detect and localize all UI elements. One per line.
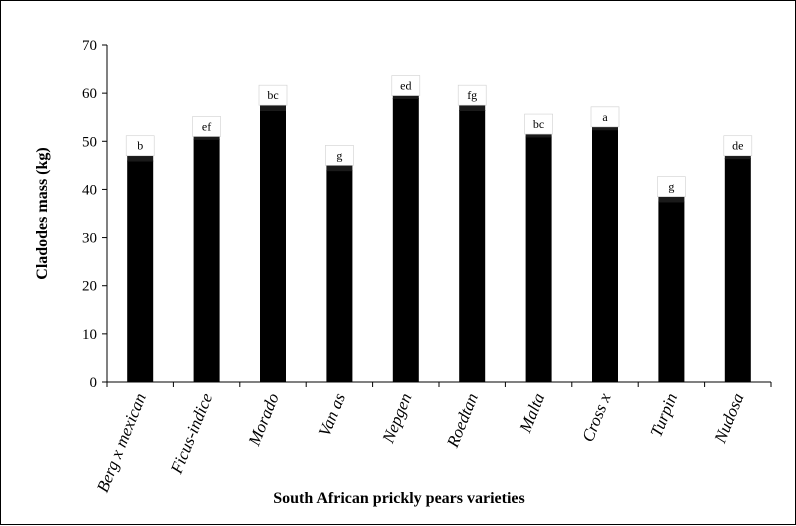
significance-letter: bc [267,88,278,102]
y-tick-label: 20 [82,279,97,295]
error-cap [724,155,751,160]
significance-box [657,176,686,197]
category-label: Cross x [578,390,615,445]
significance-box [325,145,354,166]
significance-box [457,84,487,106]
category-label: Malta [515,390,548,436]
error-cap [392,95,419,99]
x-axis-title: South African prickly pears varieties [273,490,525,507]
error-cap [658,196,685,203]
significance-box [258,84,288,106]
significance-box [723,135,753,157]
y-axis-title: Cladodes mass (kg) [34,147,51,279]
significance-box [524,113,553,135]
significance-box [391,75,421,96]
y-tick-label: 60 [82,86,97,102]
bar [592,129,618,382]
significance-letter: fg [467,88,477,102]
bar [326,170,353,382]
y-tick-label: 40 [82,182,97,198]
significance-letter: bc [533,117,544,131]
bar [525,136,552,382]
error-cap [193,136,220,140]
error-cap [260,105,286,111]
error-cap [592,126,618,131]
y-tick-label: 0 [90,375,98,391]
category-label: Ficus-indice [166,390,216,477]
category-label: Van as [315,390,350,439]
significance-box [125,135,155,157]
y-tick-label: 70 [82,38,97,54]
bar [392,97,419,382]
category-label: Morado [244,390,283,449]
bar [193,138,220,382]
significance-letter: b [137,139,143,153]
bar [658,201,685,382]
category-label: Nepgen [378,390,415,446]
significance-letter: a [602,110,608,124]
y-tick-label: 30 [82,231,97,247]
bar [459,109,486,382]
bar [724,158,751,382]
bar [127,160,154,382]
y-tick-label: 50 [82,134,97,150]
significance-letter: de [732,139,743,153]
error-cap [326,165,353,172]
significance-box [590,106,620,128]
significance-letter: g [668,180,674,194]
error-cap [127,155,154,162]
significance-letter: ed [400,79,411,93]
y-tick-label: 10 [82,327,97,343]
bar [260,109,286,382]
significance-box [192,116,221,137]
significance-letter: g [336,148,342,162]
error-cap [525,134,552,138]
category-label: Turpin [647,390,682,439]
significance-letter: ef [202,119,211,133]
category-label: Roedtan [443,390,482,451]
category-label: Nudosa [710,390,747,446]
error-cap [459,105,486,111]
category-label: Berg x mexican [93,390,150,495]
